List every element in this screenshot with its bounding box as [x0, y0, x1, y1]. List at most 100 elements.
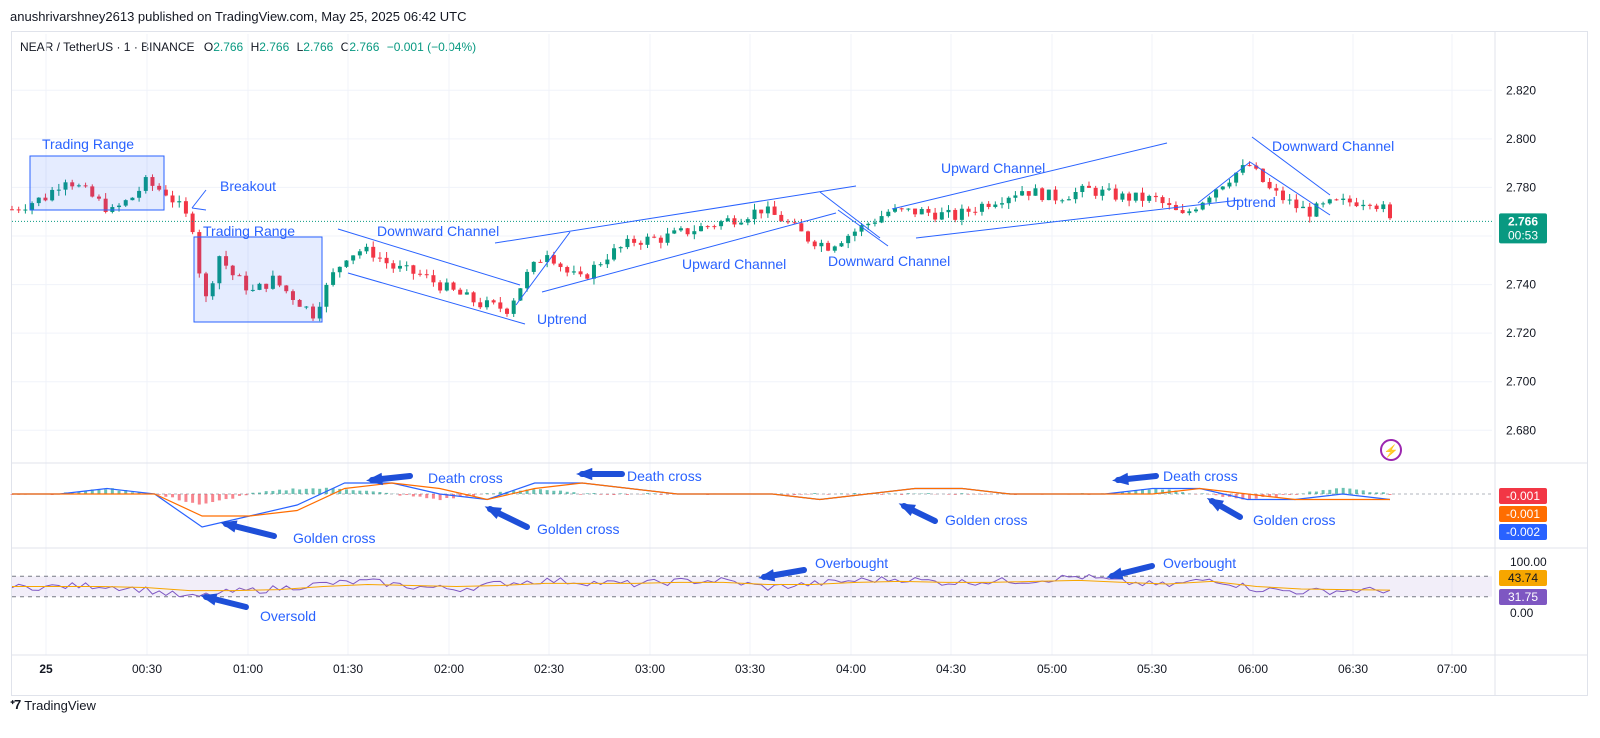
candle-body — [1381, 204, 1386, 210]
candle-body — [351, 255, 356, 261]
footer-brand[interactable]: ᐩ7 TradingView — [10, 697, 96, 713]
candle-body — [732, 218, 737, 225]
candle-body — [1147, 195, 1152, 201]
candle-body — [304, 306, 309, 308]
macd-histogram-bar — [398, 494, 402, 496]
macd-histogram-bar — [619, 493, 623, 494]
candle-body — [1321, 203, 1326, 205]
macd-histogram-bar — [204, 494, 208, 504]
channel-line — [1251, 136, 1331, 196]
macd-histogram-bar — [104, 489, 108, 494]
candle-body — [1267, 181, 1272, 189]
macd-histogram-bar — [291, 488, 295, 494]
macd-histogram-bar — [164, 494, 168, 497]
candle-body — [250, 289, 255, 291]
macd-histogram-bar — [605, 494, 609, 495]
time-tick-label: 06:00 — [1238, 662, 1268, 676]
high-value: 2.766 — [259, 40, 290, 54]
candle-body — [424, 274, 429, 276]
macd-histogram-bar — [579, 494, 583, 495]
candle-body — [765, 206, 770, 214]
candle-body — [652, 236, 657, 238]
macd-histogram-bar — [231, 494, 235, 499]
candle-body — [1247, 165, 1252, 167]
candle-body — [117, 205, 122, 208]
candle-body — [979, 203, 984, 212]
candle-body — [297, 299, 302, 307]
rsi-tick-label: 100.00 — [1510, 555, 1547, 569]
symbol-legend[interactable]: NEAR / TetherUS · 1 · BINANCE O2.766 H2.… — [20, 40, 480, 54]
macd-value-tag — [1499, 524, 1547, 540]
macd-histogram-bar — [425, 494, 429, 499]
macd-histogram-bar — [799, 494, 803, 495]
signal-line — [12, 482, 1390, 517]
time-tick-label: 02:00 — [434, 662, 464, 676]
annotation-label: Upward Channel — [941, 160, 1045, 176]
macd-histogram-bar — [365, 490, 369, 494]
symbol-name[interactable]: NEAR / TetherUS · 1 · BINANCE — [20, 40, 195, 54]
rsi-ma-value: 43.74 — [1508, 571, 1538, 585]
candle-body — [872, 222, 877, 224]
price-tick-label: 2.720 — [1506, 326, 1536, 340]
candle-body — [913, 208, 918, 215]
candle-body — [83, 185, 88, 187]
macd-histogram-bar — [1134, 490, 1138, 494]
candle-body — [618, 247, 623, 249]
candle-body — [224, 256, 229, 266]
macd-histogram-bar — [258, 492, 262, 494]
candle-body — [933, 212, 938, 220]
rsi-tick-label: 0.00 — [1510, 606, 1534, 620]
candle-body — [591, 264, 596, 279]
macd-histogram-bar — [1321, 490, 1325, 494]
golden-cross-arrow-head — [220, 520, 238, 533]
macd-histogram-bar — [1274, 494, 1278, 497]
macd-histogram-bar — [1341, 487, 1345, 494]
macd-histogram-bar — [545, 490, 549, 494]
macd-histogram-bar — [184, 494, 188, 502]
candle-body — [725, 218, 730, 222]
candle-body — [1214, 189, 1219, 198]
macd-histogram-bar — [298, 489, 302, 494]
time-tick-label: 03:00 — [635, 662, 665, 676]
candle-body — [96, 196, 101, 199]
macd-histogram-bar — [351, 490, 355, 494]
macd-histogram-bar — [645, 493, 649, 494]
macd-histogram-bar — [1214, 494, 1218, 496]
candle-body — [1133, 192, 1138, 201]
candle-body — [90, 186, 95, 197]
candle-body — [551, 255, 556, 264]
macd-histogram-bar — [612, 494, 616, 495]
time-tick-label: 06:30 — [1338, 662, 1368, 676]
candle-body — [672, 230, 677, 234]
candle-body — [484, 300, 489, 308]
candle-body — [892, 208, 897, 212]
macd-histogram-bar — [84, 490, 88, 494]
macd-histogram-bar — [1308, 491, 1312, 494]
candle-body — [404, 265, 409, 267]
channel-line — [494, 185, 857, 244]
candle-body — [638, 242, 643, 245]
candle-body — [324, 284, 329, 307]
candle-body — [866, 223, 871, 226]
time-tick-label: 07:00 — [1437, 662, 1467, 676]
macd-histogram-bar — [217, 494, 221, 501]
macd-histogram-bar — [1281, 494, 1285, 495]
candle-body — [190, 213, 195, 233]
candle-body — [859, 225, 864, 232]
candle-body — [826, 242, 831, 251]
candle-body — [317, 306, 322, 319]
macd-histogram-bar — [97, 490, 101, 494]
candle-body — [1113, 188, 1118, 200]
breakout-arrow-line — [191, 189, 207, 209]
macd-histogram-bar — [953, 494, 957, 495]
candle-body — [538, 261, 543, 263]
macd-histogram-bar — [124, 490, 128, 494]
candle-body — [1013, 195, 1018, 198]
macd-histogram-bar — [1294, 494, 1298, 495]
candle-body — [397, 265, 402, 269]
macd-histogram-bar — [358, 490, 362, 494]
macd-histogram-bar — [117, 490, 121, 494]
oversold-arrow-head — [200, 593, 218, 606]
candle-body — [478, 302, 483, 308]
